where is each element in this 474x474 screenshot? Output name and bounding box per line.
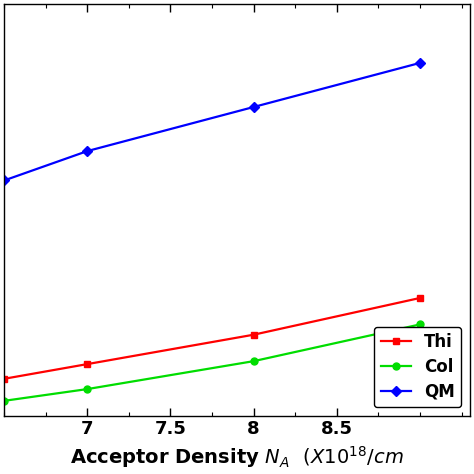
QM xyxy=(417,60,423,66)
QM xyxy=(251,104,256,110)
Col xyxy=(251,358,256,364)
Line: Thi: Thi xyxy=(0,294,423,382)
Thi xyxy=(84,361,90,367)
Thi xyxy=(1,376,7,382)
QM xyxy=(84,148,90,154)
Line: QM: QM xyxy=(0,59,423,184)
X-axis label: Acceptor Density $N_A$  $(X10^{18}/cm$: Acceptor Density $N_A$ $(X10^{18}/cm$ xyxy=(70,444,404,470)
Col xyxy=(417,321,423,327)
Legend: Thi, Col, QM: Thi, Col, QM xyxy=(374,327,462,407)
Col xyxy=(84,386,90,392)
QM xyxy=(1,178,7,183)
Line: Col: Col xyxy=(0,321,423,404)
Col xyxy=(1,398,7,404)
Thi xyxy=(251,332,256,337)
Thi xyxy=(417,295,423,301)
